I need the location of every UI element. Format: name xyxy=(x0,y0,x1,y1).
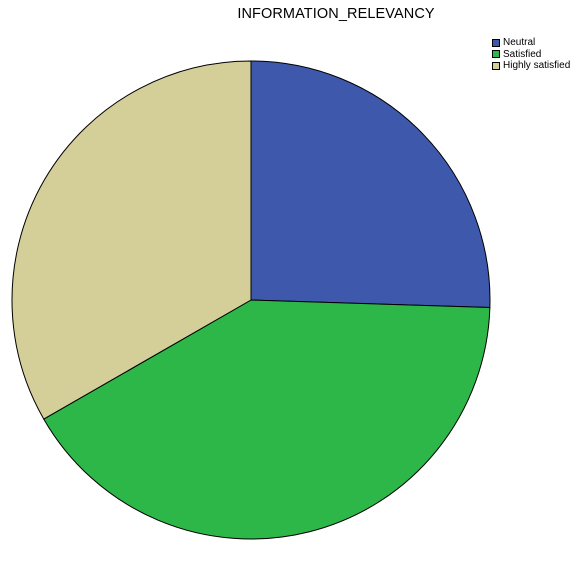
pie-slice-satisfied xyxy=(43,299,491,540)
legend-label-highly-satisfied: Highly satisfied xyxy=(503,60,571,72)
legend-item-satisfied: Satisfied xyxy=(492,49,570,61)
legend-swatch-neutral xyxy=(492,38,500,47)
legend-label-satisfied: Satisfied xyxy=(503,48,542,60)
legend-swatch-satisfied xyxy=(492,50,500,59)
pie-slice-neutral xyxy=(250,60,491,309)
pie-slice-highly-satisfied xyxy=(11,60,252,420)
legend-item-neutral: Neutral xyxy=(492,37,570,49)
chart-title: INFORMATION_RELEVANCY xyxy=(0,6,588,22)
legend-label-neutral: Neutral xyxy=(503,37,536,49)
legend: Neutral Satisfied Highly satisfied xyxy=(492,37,570,72)
legend-swatch-highly-satisfied xyxy=(492,61,500,70)
chart-title-text: INFORMATION_RELEVANCY xyxy=(237,6,435,22)
legend-item-highly-satisfied: Highly satisfied xyxy=(492,60,570,72)
